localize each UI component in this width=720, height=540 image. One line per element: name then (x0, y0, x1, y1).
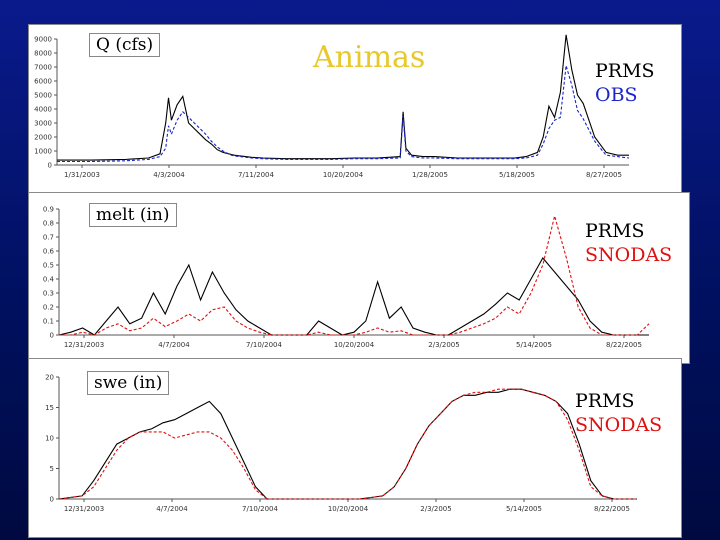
melt-panel: 0 0.1 0.2 0.3 0.4 0.5 0.6 0.7 0.8 0.9 12/31/2003 4/… (28, 192, 690, 364)
x-tick-label: 8/22/2005 (606, 341, 642, 349)
y-tick-label: 0.4 (43, 276, 55, 284)
series-line-snodas (59, 213, 650, 336)
series-line-snodas (58, 388, 637, 500)
series-line-prms (58, 257, 649, 336)
melt-legend: PRMS SNODAS (585, 219, 672, 267)
streamflow-legend: PRMS OBS (595, 59, 655, 107)
x-tick-label: 10/20/2004 (328, 505, 369, 513)
streamflow-label: Q (cfs) (89, 33, 161, 57)
legend-snodas: SNODAS (585, 244, 673, 266)
y-tick-label: 10 (45, 435, 54, 443)
x-tick-label: 12/31/2003 (64, 341, 104, 349)
y-tick-label: 3000 (34, 120, 52, 128)
series-line-prms (57, 34, 629, 161)
x-tick-label: 5/14/2005 (516, 341, 552, 349)
y-tick-label: 1000 (34, 148, 52, 156)
x-tick-label: 7/10/2004 (246, 341, 282, 349)
y-tick-label: 0.5 (43, 262, 54, 270)
series-line-prms (58, 388, 637, 500)
x-tick-label: 2/3/2005 (428, 341, 459, 349)
y-tick-label: 9000 (34, 36, 52, 44)
streamflow-chart: 0 1000 2000 3000 4000 5000 6000 7000 8000 9000 1/3… (34, 34, 630, 179)
y-tick-label: 20 (45, 374, 54, 382)
y-tick-label: 5 (50, 465, 54, 473)
swe-panel: 0 5 10 15 20 12/31/2003 4/7/2004 7/10/2004 10/20… (28, 358, 682, 538)
x-tick-label: 4/7/2004 (158, 341, 190, 349)
x-tick-label: 8/27/2005 (586, 171, 622, 179)
legend-prms: PRMS (575, 390, 635, 412)
x-tick-label: 4/3/2004 (153, 171, 185, 179)
legend-snodas: SNODAS (575, 414, 663, 436)
x-tick-label: 7/10/2004 (242, 505, 278, 513)
melt-label: melt (in) (89, 203, 177, 227)
x-tick-label: 12/31/2003 (64, 505, 104, 513)
legend-prms: PRMS (585, 220, 645, 242)
x-tick-label: 10/20/2004 (323, 171, 364, 179)
y-tick-label: 0 (50, 496, 54, 504)
y-tick-label: 15 (45, 404, 54, 412)
x-tick-label: 8/22/2005 (594, 505, 630, 513)
legend-obs: OBS (595, 84, 638, 106)
x-tick-label: 5/14/2005 (506, 505, 542, 513)
y-tick-label: 0 (48, 162, 52, 170)
x-tick-label: 1/28/2005 (412, 171, 448, 179)
y-tick-label: 0.1 (43, 318, 54, 326)
streamflow-panel: 0 1000 2000 3000 4000 5000 6000 7000 8000 9000 1/3… (28, 24, 682, 196)
y-tick-label: 0.2 (43, 304, 54, 312)
x-tick-label: 4/7/2004 (156, 505, 188, 513)
y-tick-label: 2000 (34, 134, 52, 142)
x-tick-label: 10/20/2004 (334, 341, 375, 349)
y-tick-label: 8000 (34, 50, 52, 58)
swe-label: swe (in) (87, 371, 170, 395)
y-tick-label: 0 (50, 332, 54, 340)
y-tick-label: 0.9 (43, 206, 54, 214)
chart-title: Animas (313, 40, 426, 75)
y-tick-label: 0.7 (43, 234, 54, 242)
x-tick-label: 5/18/2005 (499, 171, 535, 179)
y-tick-label: 0.8 (43, 220, 54, 228)
y-tick-label: 0.6 (43, 248, 55, 256)
legend-prms: PRMS (595, 60, 655, 82)
y-tick-label: 5000 (34, 92, 52, 100)
x-tick-label: 7/11/2004 (238, 171, 274, 179)
swe-legend: PRMS SNODAS (575, 389, 662, 437)
y-tick-label: 6000 (34, 78, 52, 86)
series-line-obs (57, 65, 630, 163)
x-tick-label: 2/3/2005 (420, 505, 451, 513)
y-tick-label: 0.3 (43, 290, 54, 298)
y-tick-label: 4000 (34, 106, 52, 114)
y-tick-label: 7000 (34, 64, 52, 72)
swe-chart: 0 5 10 15 20 12/31/2003 4/7/2004 7/10/2004 10/20… (45, 374, 637, 513)
melt-chart: 0 0.1 0.2 0.3 0.4 0.5 0.6 0.7 0.8 0.9 12/31/2003 4/… (43, 206, 650, 349)
x-tick-label: 1/31/2003 (64, 171, 100, 179)
